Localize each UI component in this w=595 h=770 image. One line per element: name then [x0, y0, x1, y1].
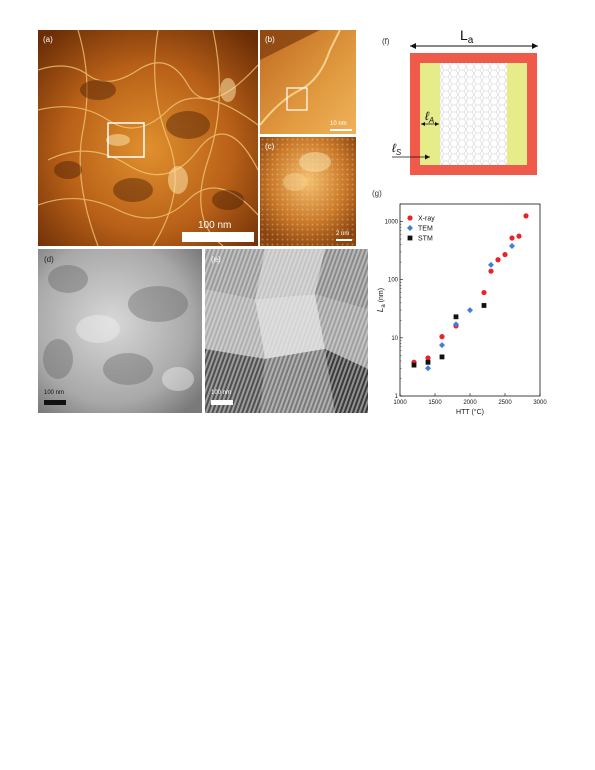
panel-b-label: (b) — [265, 35, 275, 44]
panel-c-label: (c) — [265, 142, 275, 151]
lS-sub: S — [396, 148, 402, 157]
la-arrow-label: ℓA — [425, 109, 434, 125]
y-tick-label: 10 — [391, 336, 398, 342]
la-label-main: L — [460, 28, 468, 43]
x-tick-label: 2500 — [498, 400, 512, 406]
panel-c-stm-image: (c) 2 nm — [260, 137, 356, 246]
data-points — [411, 213, 529, 372]
ls-label: ℓS — [392, 141, 402, 157]
panel-c-scale-bar — [336, 239, 352, 241]
x-tick-label: 2000 — [463, 400, 477, 406]
panel-b-scale-bar — [330, 129, 352, 131]
panel-c-image — [260, 137, 356, 246]
data-point-stm — [453, 314, 459, 320]
panel-e-tem-image: (e) 100 nm — [205, 249, 368, 413]
panel-a-scale-text: 100 nm — [198, 220, 232, 231]
y-tick-label: 1000 — [385, 220, 399, 226]
la-vs-htt-chart: (g) 1000 1500 2000 2500 3000 1 10 100 1000 X-ray… — [372, 189, 547, 416]
y-tick-label: 1 — [395, 394, 399, 400]
zoom-box-b — [286, 87, 308, 111]
data-point-stm — [439, 354, 445, 360]
legend-marker-x-ray — [407, 215, 413, 221]
data-point-x-ray — [488, 268, 494, 274]
panel-f-label: (f) — [382, 37, 390, 46]
legend-marker-stm — [407, 235, 413, 241]
panel-a-label: (a) — [43, 35, 53, 44]
data-point-stm — [425, 359, 431, 365]
plot-frame — [399, 203, 541, 397]
data-point-x-ray — [495, 257, 501, 263]
panel-e-label: (e) — [211, 255, 221, 264]
lS-main: ℓ — [392, 141, 397, 155]
x-tick-label: 3000 — [533, 400, 547, 406]
zoom-box-a — [107, 122, 145, 158]
panel-f-schematic: (f) La ℓA ℓS — [378, 28, 548, 178]
legend-marker-tem — [407, 225, 413, 231]
panel-c-scale-text: 2 nm — [336, 231, 350, 237]
data-point-tem — [509, 242, 515, 249]
panel-f-diagram: (f) La ℓA ℓS — [382, 28, 538, 175]
data-point-x-ray — [516, 233, 522, 239]
data-point-tem — [467, 307, 473, 314]
panel-d-image — [38, 249, 202, 413]
panel-g-chart: (g) 1000 1500 2000 2500 3000 1 10 100 1000 X-ray… — [370, 182, 548, 418]
x-tick-label: 1000 — [393, 400, 407, 406]
data-point-stm — [411, 362, 417, 368]
la-arrow-head-left — [410, 43, 416, 49]
data-point-tem — [453, 321, 459, 328]
y-axis-label-sub: a — [381, 304, 387, 308]
data-point-x-ray — [425, 355, 431, 361]
hex-lattice — [440, 63, 507, 165]
lA-main: ℓ — [425, 109, 430, 123]
panel-e-image — [205, 249, 368, 413]
legend: X-ray TEM STM — [407, 215, 435, 243]
panel-g-label: (g) — [372, 189, 382, 198]
panel-d-label: (d) — [44, 255, 54, 264]
x-tick-label: 1500 — [428, 400, 442, 406]
la-arrow-head-right — [532, 43, 538, 49]
lA-sub: A — [428, 116, 434, 125]
panel-e-scale-text: 100 nm — [211, 390, 232, 396]
data-point-stm — [481, 303, 487, 308]
panel-d-tem-image: (d) 100 nm — [38, 249, 202, 413]
x-axis-label: HTT (°C) — [456, 408, 484, 416]
data-point-x-ray — [502, 251, 508, 258]
data-point-x-ray — [509, 235, 515, 241]
band-right — [507, 63, 527, 165]
axis-ticks: 1000 1500 2000 2500 3000 1 10 100 1000 — [385, 203, 547, 406]
data-point-tem — [488, 261, 494, 268]
y-tick-label: 100 — [388, 278, 399, 284]
panel-a-image — [38, 30, 258, 246]
panel-e-scale-bar — [211, 400, 233, 405]
y-axis-label-unit: (nm) — [378, 288, 385, 302]
lA-arrow-left-head — [421, 122, 425, 126]
la-label-sub: a — [468, 35, 474, 46]
data-point-x-ray — [439, 334, 445, 340]
panel-b-image — [260, 30, 356, 134]
lA-arrow-right-head — [435, 122, 439, 126]
panel-b-stm-image: (b) 10 nm — [260, 30, 356, 134]
legend-label: STM — [418, 236, 433, 243]
panel-d-scale-text: 100 nm — [44, 390, 65, 396]
panel-b-scale-text: 10 nm — [330, 121, 347, 127]
data-point-x-ray — [523, 213, 529, 219]
y-axis-label: La (nm) — [376, 288, 387, 312]
legend-label: TEM — [418, 226, 433, 233]
panel-a-scale-bar — [182, 232, 254, 242]
y-axis-label-main: L — [376, 308, 385, 312]
panel-d-scale-bar — [44, 400, 66, 405]
legend-label: X-ray — [418, 216, 435, 223]
band-left — [420, 63, 440, 165]
la-label: La — [460, 28, 474, 46]
data-point-x-ray — [481, 289, 487, 296]
panel-a-stm-image: (a) 100 nm — [38, 30, 258, 246]
ls-arrow-head — [425, 154, 430, 160]
data-point-tem — [439, 342, 445, 349]
data-point-tem — [425, 365, 431, 372]
